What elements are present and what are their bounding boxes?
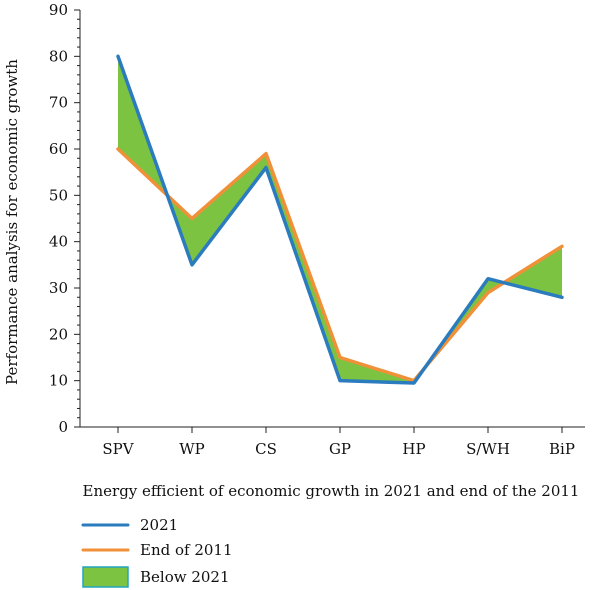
- axes: 0 10 20 30 40 50 60 70 80 90 SPV WP CS GP HP S/WH BiP: [49, 1, 585, 458]
- y-tick-label: 80: [49, 47, 68, 65]
- legend-label-end-of-2011: End of 2011: [140, 541, 233, 559]
- x-tick-label: GP: [329, 440, 351, 458]
- y-tick-label: 30: [49, 279, 68, 297]
- y-tick-label: 0: [58, 418, 68, 436]
- series-line: [116, 147, 564, 383]
- y-tick-label: 60: [49, 140, 68, 158]
- legend-label-below-2021: Below 2021: [140, 568, 230, 586]
- x-tick-label: SPV: [102, 440, 134, 458]
- series-lines: [116, 54, 564, 385]
- legend-label-2021: 2021: [140, 516, 178, 534]
- y-tick-label: 90: [49, 1, 68, 19]
- y-tick-label: 40: [49, 233, 68, 251]
- legend-swatch-below-2021: [82, 566, 129, 588]
- y-tick-label: 10: [49, 372, 68, 390]
- y-tick-label: 20: [49, 325, 68, 343]
- x-tick-label: CS: [255, 440, 277, 458]
- y-tick-label: 50: [49, 186, 68, 204]
- between-series-fill: [118, 56, 562, 383]
- series-line: [116, 54, 564, 385]
- x-tick-label: S/WH: [466, 440, 510, 458]
- x-axis-title: Energy efficient of economic growth in 2…: [83, 482, 580, 500]
- legend: 2021 End of 2011 Below 2021: [81, 516, 233, 588]
- x-tick-label: WP: [179, 440, 205, 458]
- y-axis-title: Performance analysis for economic growth: [3, 59, 21, 385]
- x-tick-label: BiP: [549, 440, 575, 458]
- fill-band: [192, 153, 266, 265]
- y-tick-label: 70: [49, 94, 68, 112]
- x-tick-label: HP: [402, 440, 425, 458]
